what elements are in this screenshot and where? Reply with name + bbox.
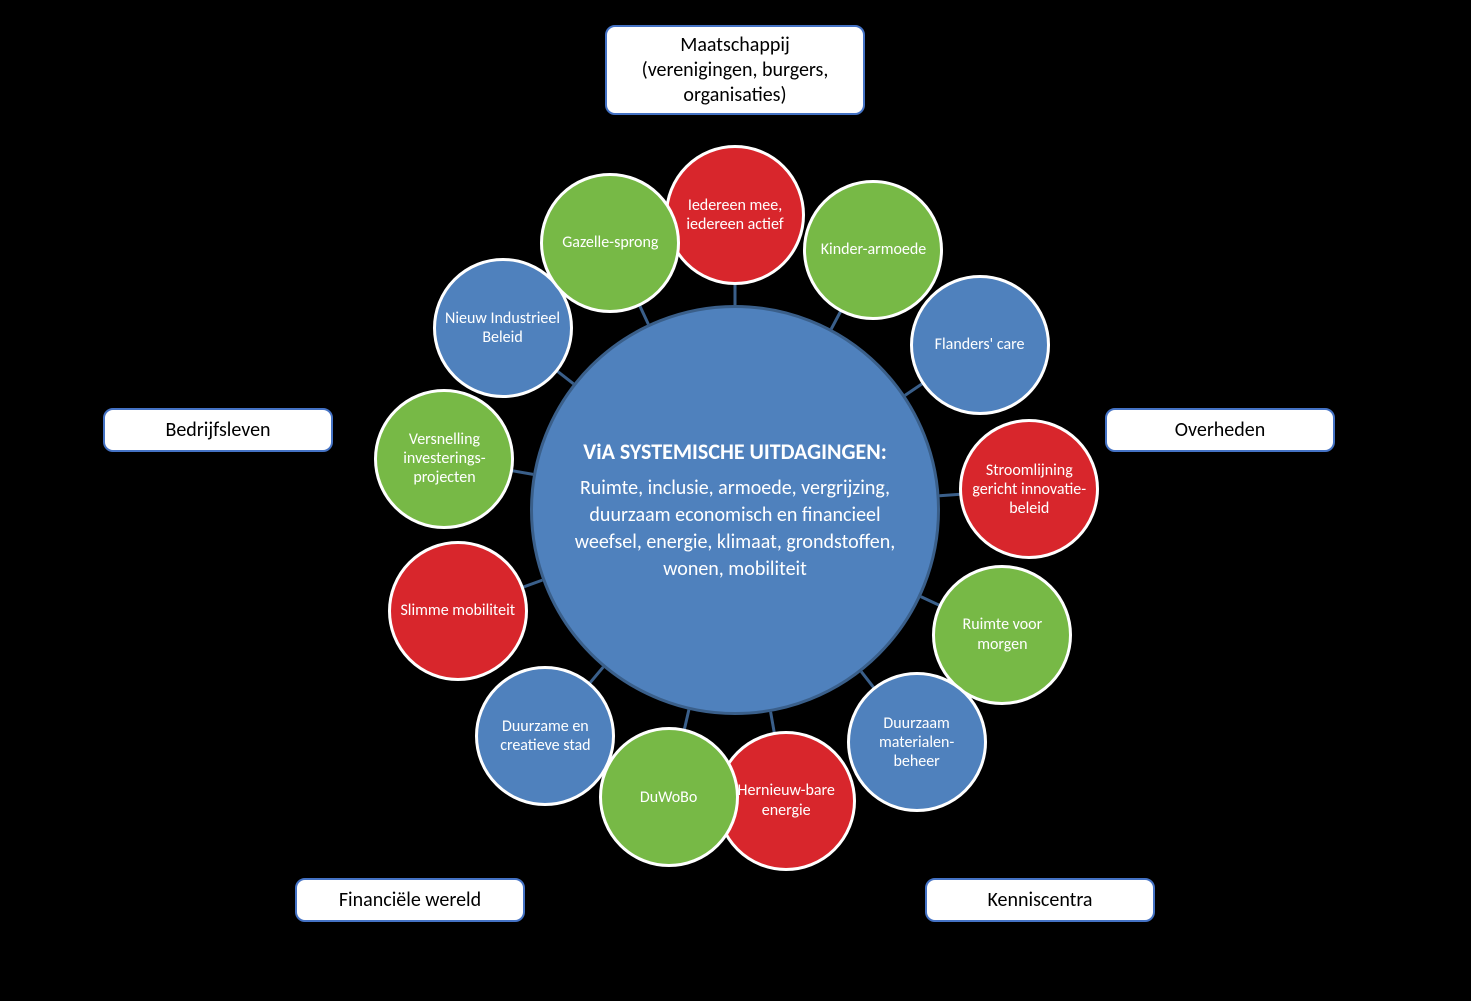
node-materialen: Duurzaam materialen-beheer [847, 672, 987, 812]
node-label-iedereen: Iedereen mee, iedereen actief [676, 196, 794, 234]
label-maatschappij: Maatschappij (verenigingen, burgers, org… [605, 25, 865, 115]
node-label-stad: Duurzame en creatieve stad [486, 717, 604, 755]
center-body: Ruimte, inclusie, armoede, vergrijzing, … [563, 475, 907, 583]
label-text-maatschappij: Maatschappij (verenigingen, burgers, org… [621, 33, 849, 108]
node-duwobo: DuWoBo [599, 727, 739, 867]
node-label-kinder: Kinder-armoede [821, 240, 927, 259]
node-label-ruimte: Ruimte voor morgen [943, 615, 1061, 653]
label-kenniscentra: Kenniscentra [925, 878, 1155, 922]
node-label-versnelling: Versnelling investerings-projecten [385, 430, 503, 488]
label-text-kenniscentra: Kenniscentra [988, 888, 1093, 913]
label-text-financiele: Financiële wereld [339, 888, 481, 913]
node-iedereen: Iedereen mee, iedereen actief [665, 145, 805, 285]
diagram-stage: ViA SYSTEMISCHE UITDAGINGEN: Ruimte, incl… [0, 0, 1471, 1001]
center-circle: ViA SYSTEMISCHE UITDAGINGEN: Ruimte, incl… [530, 305, 940, 715]
node-label-gazelle: Gazelle-sprong [562, 233, 658, 252]
node-mobiliteit: Slimme mobiliteit [388, 541, 528, 681]
node-label-energie: Hernieuw-bare energie [727, 781, 845, 819]
label-financiele: Financiële wereld [295, 878, 525, 922]
label-text-bedrijfsleven: Bedrijfsleven [165, 418, 270, 443]
node-label-materialen: Duurzaam materialen-beheer [858, 714, 976, 772]
label-overheden: Overheden [1105, 408, 1335, 452]
node-gazelle: Gazelle-sprong [540, 173, 680, 313]
node-label-flanders: Flanders' care [935, 335, 1025, 354]
node-label-stroom: Stroomlijning gericht innovatie-beleid [970, 461, 1088, 519]
node-label-mobiliteit: Slimme mobiliteit [400, 601, 515, 620]
center-title: ViA SYSTEMISCHE UITDAGINGEN: [583, 438, 887, 465]
label-bedrijfsleven: Bedrijfsleven [103, 408, 333, 452]
node-stroom: Stroomlijning gericht innovatie-beleid [959, 419, 1099, 559]
node-versnelling: Versnelling investerings-projecten [374, 389, 514, 529]
node-kinder: Kinder-armoede [803, 180, 943, 320]
node-flanders: Flanders' care [910, 275, 1050, 415]
node-label-duwobo: DuWoBo [640, 788, 697, 807]
node-stad: Duurzame en creatieve stad [475, 666, 615, 806]
label-text-overheden: Overheden [1175, 418, 1265, 443]
node-label-industrieel: Nieuw Industrieel Beleid [444, 309, 562, 347]
